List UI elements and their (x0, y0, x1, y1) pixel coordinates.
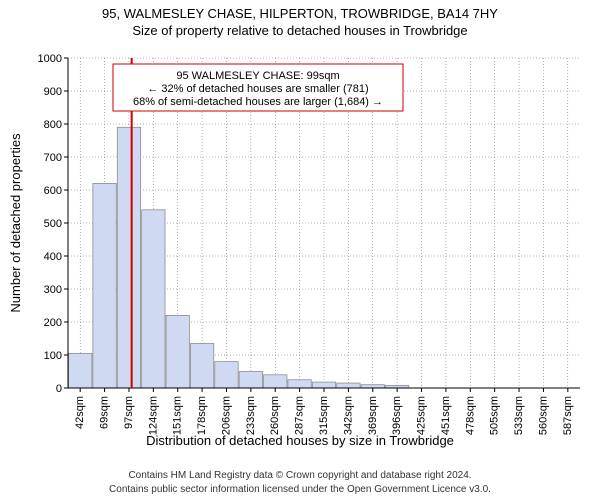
y-tick-label: 500 (44, 218, 62, 230)
x-tick-label: 178sqm (196, 396, 208, 435)
x-tick-label: 396sqm (391, 396, 403, 435)
x-tick-label: 42sqm (74, 396, 86, 429)
y-tick-label: 700 (44, 152, 62, 164)
y-axis-label: Number of detached properties (8, 133, 23, 313)
x-tick-label: 315sqm (318, 396, 330, 435)
callout-line: ← 32% of detached houses are smaller (78… (147, 83, 368, 95)
histogram-bar (312, 382, 335, 388)
footer-line-1: Contains HM Land Registry data © Crown c… (128, 470, 471, 481)
x-tick-label: 151sqm (172, 396, 184, 435)
plot-area: 0 100 200 300 400 500 600 700 800 900 1000 42sqm 69s… (38, 53, 580, 435)
histogram-bar (117, 127, 140, 388)
x-tick-label: 97sqm (123, 396, 135, 429)
x-tick-label: 533sqm (513, 396, 525, 435)
callout-line: 68% of semi-detached houses are larger (… (133, 96, 383, 108)
y-tick-label: 0 (56, 383, 62, 395)
x-tick-label: 451sqm (440, 396, 452, 435)
histogram-bar (215, 362, 238, 388)
x-tick-label: 233sqm (245, 396, 257, 435)
y-tick-label: 900 (44, 86, 62, 98)
x-tick-label: 69sqm (99, 396, 111, 429)
histogram-bar (190, 343, 213, 388)
y-tick-label: 800 (44, 119, 62, 131)
x-tick-label: 560sqm (537, 396, 549, 435)
property-size-histogram: 95, WALMESLEY CHASE, HILPERTON, TROWBRID… (0, 0, 600, 500)
x-tick-label: 478sqm (464, 396, 476, 435)
footer-line-2: Contains public sector information licen… (109, 484, 491, 495)
chart-title: 95, WALMESLEY CHASE, HILPERTON, TROWBRID… (102, 6, 498, 21)
histogram-bar (93, 183, 116, 388)
x-tick-label: 425sqm (416, 396, 428, 435)
histogram-bar (142, 210, 165, 388)
y-tick-label: 1000 (38, 53, 62, 65)
x-tick-label: 287sqm (294, 396, 306, 435)
y-tick-label: 300 (44, 284, 62, 296)
histogram-bar (166, 315, 189, 388)
callout-line: 95 WALMESLEY CHASE: 99sqm (176, 70, 339, 82)
x-tick-label: 260sqm (269, 396, 281, 435)
y-tick-label: 100 (44, 350, 62, 362)
y-tick-label: 600 (44, 185, 62, 197)
histogram-bar (239, 372, 262, 389)
histogram-bar (69, 353, 92, 388)
histogram-bar (264, 375, 287, 388)
x-tick-label: 342sqm (342, 396, 354, 435)
y-tick-label: 200 (44, 317, 62, 329)
x-tick-label: 587sqm (562, 396, 574, 435)
y-tick-label: 400 (44, 251, 62, 263)
x-axis-label: Distribution of detached houses by size … (146, 433, 454, 448)
chart-subtitle: Size of property relative to detached ho… (132, 23, 467, 38)
histogram-bar (337, 383, 360, 388)
histogram-bar (288, 380, 311, 388)
x-tick-label: 206sqm (220, 396, 232, 435)
x-tick-label: 505sqm (489, 396, 501, 435)
x-tick-label: 124sqm (147, 396, 159, 435)
x-tick-label: 369sqm (367, 396, 379, 435)
